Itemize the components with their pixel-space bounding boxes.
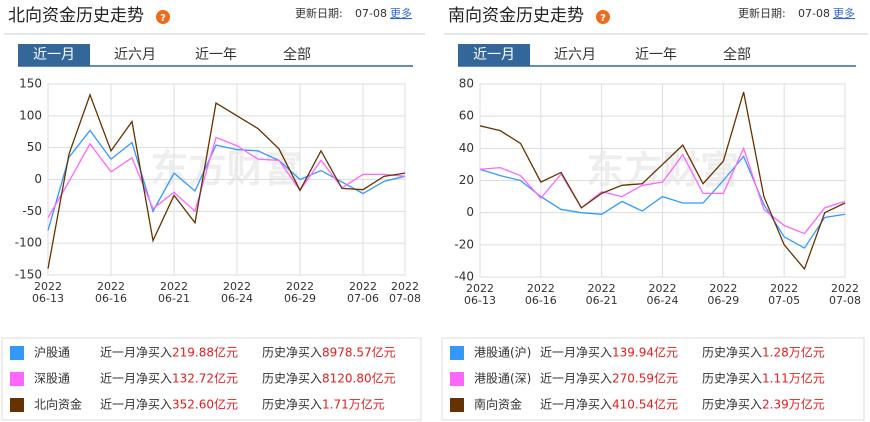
total-value: 1.11万亿元 (762, 371, 825, 386)
total-label: 历史净买入 (702, 372, 762, 386)
tab[interactable]: 近六月 (554, 47, 596, 63)
panel-title: 北向资金历史走势 (8, 6, 144, 26)
y-tick-label: -40 (454, 270, 474, 284)
series-line (479, 91, 846, 271)
tab[interactable]: 近一月 (473, 47, 515, 63)
help-mark: ? (160, 13, 166, 24)
legend-name: 南向资金 (474, 397, 522, 412)
tab[interactable]: 近六月 (114, 47, 156, 63)
y-tick-label: 20 (459, 173, 474, 187)
legend-name: 北向资金 (34, 397, 82, 412)
tab[interactable]: 近一年 (635, 47, 677, 63)
legend-swatch (450, 346, 464, 360)
x-tick-label: 2022 06-21 (158, 280, 190, 305)
series-line (47, 129, 406, 231)
month-value: 132.72亿元 (172, 371, 238, 386)
y-tick-label: -20 (454, 237, 474, 251)
month-value: 219.88亿元 (172, 345, 238, 360)
month-label: 近一月净买入 (100, 346, 172, 360)
tab[interactable]: 全部 (283, 46, 311, 63)
y-tick-label: 40 (459, 141, 474, 155)
x-tick-label: 2022 06-13 (32, 280, 64, 305)
help-icon (596, 10, 610, 24)
x-tick-label: 2022 06-21 (585, 282, 618, 307)
month-label: 近一月净买入 (540, 346, 612, 360)
panel-title: 南向资金历史走势 (448, 6, 584, 26)
series-line (47, 136, 406, 219)
total-value: 2.39万亿元 (762, 397, 825, 412)
month-label: 近一月净买入 (540, 372, 612, 386)
total-label: 历史净买入 (262, 346, 322, 360)
x-tick-label: 2022 07-05 (768, 282, 801, 307)
tab[interactable]: 近一月 (33, 47, 75, 63)
legend-name: 港股通(沪) (474, 346, 531, 360)
help-icon (156, 10, 170, 24)
update-label: 更新日期: (295, 6, 343, 20)
series-line (479, 155, 846, 249)
y-tick-label: -50 (22, 204, 42, 218)
x-tick-label: 2022 07-08 (389, 280, 421, 305)
month-label: 近一月净买入 (540, 398, 612, 412)
x-tick-label: 2022 07-06 (347, 280, 379, 305)
x-tick-label: 2022 06-29 (284, 280, 316, 305)
tab-active[interactable] (18, 44, 90, 66)
legend-swatch (10, 398, 24, 412)
tab[interactable]: 全部 (723, 46, 751, 63)
more-link[interactable]: 更多 (833, 6, 855, 20)
total-label: 历史净买入 (262, 398, 322, 412)
tab[interactable]: 近一年 (195, 47, 237, 63)
y-tick-label: 0 (34, 172, 42, 186)
y-tick-label: 0 (466, 205, 474, 219)
more-link[interactable]: 更多 (390, 6, 412, 20)
month-value: 352.60亿元 (172, 397, 238, 412)
x-tick-label: 2022 06-24 (221, 280, 253, 305)
y-tick-label: 80 (459, 77, 474, 91)
y-tick-label: 60 (459, 109, 474, 123)
y-tick-label: 50 (27, 140, 42, 154)
legend-swatch (450, 398, 464, 412)
y-tick-label: 150 (19, 77, 42, 91)
total-label: 历史净买入 (702, 398, 762, 412)
total-label: 历史净买入 (702, 346, 762, 360)
update-label: 更新日期: (738, 6, 786, 20)
y-tick-label: 100 (19, 108, 42, 122)
legend-frame (1, 337, 422, 421)
legend-name: 深股通 (34, 372, 70, 386)
x-tick-label: 2022 06-16 (95, 280, 127, 305)
total-value: 8120.80亿元 (322, 371, 396, 386)
total-label: 历史净买入 (262, 372, 322, 386)
month-label: 近一月净买入 (100, 398, 172, 412)
y-tick-label: -100 (15, 236, 42, 250)
x-tick-label: 2022 07-08 (829, 282, 861, 307)
update-date: 07-08 (798, 7, 830, 20)
legend-frame (441, 337, 865, 421)
total-value: 1.71万亿元 (322, 397, 385, 412)
total-value: 8978.57亿元 (322, 345, 396, 360)
legend-swatch (10, 346, 24, 360)
x-tick-label: 2022 06-24 (646, 282, 679, 307)
month-value: 139.94亿元 (612, 345, 678, 360)
month-value: 270.59亿元 (612, 371, 678, 386)
x-tick-label: 2022 06-16 (524, 282, 557, 307)
legend-name: 港股通(深) (474, 372, 531, 386)
legend-swatch (10, 372, 24, 386)
watermark: 东方财富 (150, 147, 302, 191)
tab-active[interactable] (458, 44, 530, 66)
y-tick-label: -150 (15, 268, 42, 282)
help-mark: ? (600, 13, 606, 24)
total-value: 1.28万亿元 (762, 345, 825, 360)
update-date: 07-08 (355, 7, 387, 20)
x-tick-label: 2022 06-29 (707, 282, 740, 307)
series-line (479, 146, 846, 235)
series-line (47, 92, 406, 269)
month-value: 410.54亿元 (612, 397, 678, 412)
legend-swatch (450, 372, 464, 386)
legend-name: 沪股通 (34, 346, 70, 360)
month-label: 近一月净买入 (100, 372, 172, 386)
x-tick-label: 2022 06-13 (464, 282, 496, 307)
